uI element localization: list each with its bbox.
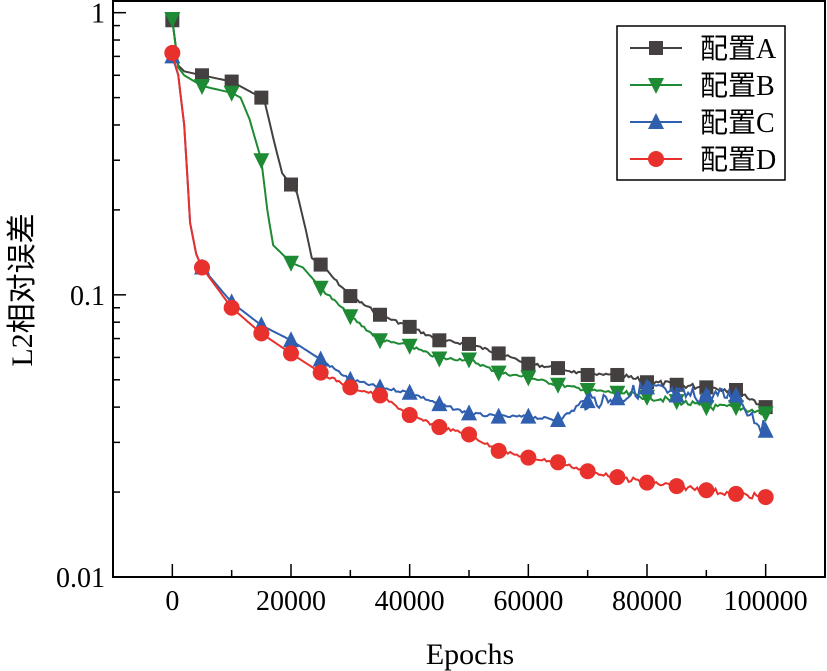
y-axis-label: L2相对误差 [6, 213, 39, 366]
data-point [490, 442, 507, 459]
data-point [223, 85, 240, 102]
data-point [224, 74, 239, 89]
data-point [521, 356, 536, 371]
data-point [283, 345, 299, 362]
x-tick-label: 80000 [612, 586, 682, 617]
data-point [284, 177, 298, 192]
data-point [372, 387, 388, 404]
data-point [757, 406, 774, 423]
y-tick-label: 0.01 [56, 563, 105, 594]
x-tick-label: 0 [165, 586, 179, 617]
data-point [342, 309, 359, 326]
data-point [373, 307, 387, 322]
data-point [649, 41, 663, 55]
data-point [401, 383, 418, 400]
data-point [520, 407, 537, 424]
data-point [431, 419, 448, 436]
data-point [728, 485, 744, 502]
data-point [639, 378, 655, 395]
data-point [194, 259, 210, 276]
data-point [668, 478, 685, 495]
legend-label: 配置C [700, 108, 775, 139]
data-point [610, 367, 625, 382]
data-point [342, 379, 359, 396]
data-point [401, 407, 418, 424]
data-point [609, 389, 626, 406]
data-point [195, 68, 209, 83]
data-point [579, 382, 596, 399]
data-point [402, 319, 417, 334]
data-point [462, 336, 476, 351]
x-tick-label: 20000 [256, 586, 326, 617]
data-point [431, 351, 448, 368]
data-point [757, 421, 774, 438]
data-point [579, 392, 596, 409]
data-point [164, 11, 181, 28]
data-point [372, 333, 388, 350]
data-point [312, 280, 329, 297]
axis-ticks: 0 20000 40000 60000 80000 100000 0.01 0.1 1 [56, 0, 808, 617]
data-point [194, 78, 210, 95]
data-point [550, 377, 566, 394]
data-point [757, 489, 774, 506]
data-point [223, 299, 240, 316]
data-point [668, 386, 685, 403]
x-axis-label: Epochs [426, 638, 514, 671]
data-point [431, 395, 448, 412]
data-point [490, 407, 507, 424]
series-lines [164, 11, 774, 506]
data-point [609, 469, 626, 486]
data-point [648, 78, 664, 94]
data-point [551, 361, 565, 376]
data-point [461, 352, 477, 369]
data-point [254, 90, 269, 105]
data-point [401, 338, 418, 355]
data-point [639, 474, 655, 491]
data-point [648, 113, 664, 129]
data-point [343, 289, 358, 304]
legend-label: 配置B [700, 71, 775, 102]
data-point [283, 255, 299, 272]
data-point [698, 482, 715, 499]
data-point [312, 350, 329, 367]
data-point [432, 333, 447, 348]
data-point [550, 411, 566, 428]
data-point [520, 449, 537, 466]
data-point [312, 364, 329, 381]
data-point [648, 151, 664, 167]
data-point [461, 426, 477, 443]
data-point [461, 404, 477, 421]
data-point [550, 454, 566, 471]
data-point [253, 153, 270, 170]
y-tick-label: 1 [91, 0, 105, 30]
x-tick-label: 60000 [493, 586, 563, 617]
legend-box [616, 25, 786, 181]
data-point [728, 386, 744, 403]
data-point [580, 367, 595, 382]
data-point [579, 463, 596, 480]
data-point [491, 346, 506, 361]
series-配置D [164, 44, 774, 506]
data-point [490, 365, 507, 382]
x-tick-label: 100000 [724, 586, 808, 617]
legend-label: 配置D [700, 145, 776, 176]
data-point [164, 44, 181, 61]
data-point [313, 257, 328, 272]
data-point [520, 370, 537, 387]
legend: 配置A 配置B 配置C 配置D [616, 25, 786, 181]
legend-label: 配置A [700, 34, 777, 65]
data-point [253, 325, 270, 342]
x-tick-label: 40000 [375, 586, 445, 617]
data-point [698, 386, 715, 403]
y-tick-label: 0.1 [70, 281, 105, 312]
data-point [283, 331, 299, 348]
